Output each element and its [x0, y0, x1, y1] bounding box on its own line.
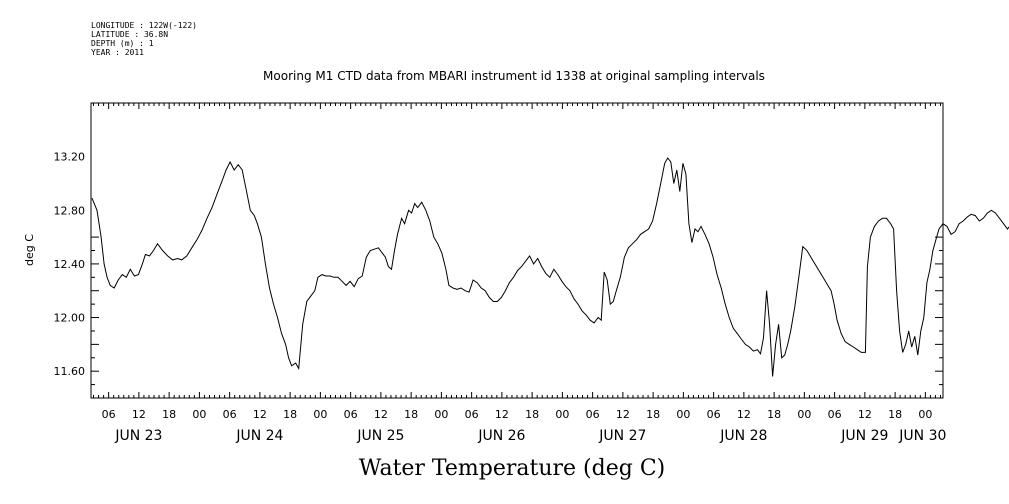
x-tick-label: 00 — [918, 408, 932, 421]
x-tick-label: 00 — [676, 408, 690, 421]
y-tick-label: 12.80 — [54, 204, 86, 217]
day-label: JUN 27 — [598, 428, 646, 444]
longitude-text: LONGITUDE : 122W(-122) — [91, 21, 197, 30]
year-text: YEAR : 2011 — [91, 48, 144, 57]
x-tick-label: 06 — [586, 408, 600, 421]
x-tick-label: 18 — [767, 408, 781, 421]
depth-text: DEPTH (m) : 1 — [91, 39, 154, 48]
x-tick-label: 12 — [616, 408, 630, 421]
x-tick-label: 06 — [223, 408, 237, 421]
x-tick-label: 06 — [828, 408, 842, 421]
x-tick-label: 12 — [495, 408, 509, 421]
x-tick-label: 12 — [132, 408, 146, 421]
day-label: JUN 29 — [840, 428, 888, 444]
day-label: JUN 23 — [114, 428, 162, 444]
y-tick-label: 12.00 — [54, 312, 86, 325]
x-tick-label: 00 — [313, 408, 327, 421]
x-tick-label: 18 — [162, 408, 176, 421]
x-tick-label: 18 — [404, 408, 418, 421]
x-tick-label: 06 — [707, 408, 721, 421]
x-tick-label: 18 — [888, 408, 902, 421]
day-label: JUN 28 — [719, 428, 767, 444]
x-tick-label: 12 — [737, 408, 751, 421]
x-tick-label: 12 — [374, 408, 388, 421]
temperature-line — [91, 157, 1009, 377]
day-label: JUN 24 — [235, 428, 283, 444]
day-labels: JUN 23 JUN 24 JUN 25 JUN 26 JUN 27 JUN 28 JUN … — [114, 428, 946, 444]
x-tick-label: 18 — [646, 408, 660, 421]
y-axis-label: deg C — [23, 234, 36, 266]
y-tick-labels: 11.60 12.00 12.40 12.80 13.20 — [54, 151, 86, 379]
x-tick-label: 00 — [434, 408, 448, 421]
x-tick-label: 00 — [555, 408, 569, 421]
x-tick-labels: 06 12 18 00 06 12 18 00 06 12 18 00 06 12 18 00 06 12 18 00… — [102, 408, 933, 421]
x-tick-label: 06 — [102, 408, 116, 421]
axis-ticks — [91, 103, 943, 399]
x-tick-label: 12 — [858, 408, 872, 421]
plot-frame — [90, 102, 944, 399]
day-label: JUN 25 — [356, 428, 404, 444]
y-tick-label: 11.60 — [54, 365, 86, 378]
x-tick-label: 06 — [465, 408, 479, 421]
x-axis-label: Water Temperature (deg C) — [359, 456, 666, 481]
day-label: JUN 30 — [898, 428, 946, 444]
y-tick-label: 13.20 — [54, 151, 86, 164]
x-tick-label: 00 — [797, 408, 811, 421]
x-tick-label: 06 — [344, 408, 358, 421]
x-tick-label: 18 — [283, 408, 297, 421]
x-tick-label: 00 — [192, 408, 206, 421]
metadata-block: LONGITUDE : 122W(-122) LATITUDE : 36.8N … — [91, 21, 197, 57]
x-tick-label: 12 — [253, 408, 267, 421]
x-tick-label: 18 — [525, 408, 539, 421]
day-label: JUN 26 — [477, 428, 525, 444]
y-tick-label: 12.40 — [54, 258, 86, 271]
latitude-text: LATITUDE : 36.8N — [91, 30, 169, 39]
chart-title: Mooring M1 CTD data from MBARI instrumen… — [263, 69, 765, 83]
